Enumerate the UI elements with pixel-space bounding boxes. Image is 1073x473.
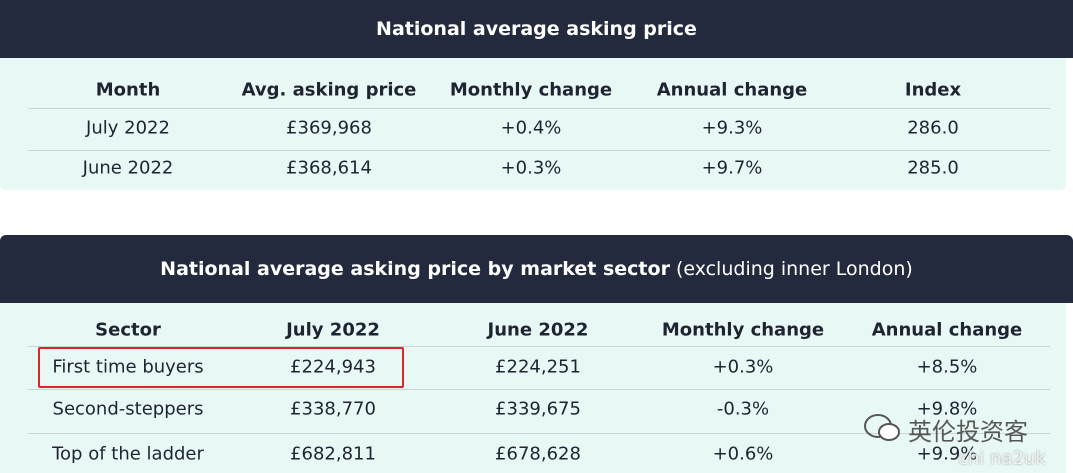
row-separator xyxy=(28,433,1050,434)
row-separator xyxy=(28,346,1050,347)
column-header: Avg. asking price xyxy=(241,79,417,101)
table-cell: July 2022 xyxy=(86,117,170,139)
table-cell: £682,811 xyxy=(290,443,376,465)
table-cell: £338,770 xyxy=(290,398,376,420)
table-cell: +9.3% xyxy=(701,117,763,139)
watermark: 英伦投资客 xyxy=(908,418,1028,446)
column-header: July 2022 xyxy=(286,319,380,341)
table-cell: June 2022 xyxy=(82,157,174,179)
table-cell: +9.8% xyxy=(916,398,978,420)
watermark-subtext: chi na2uk xyxy=(958,448,1046,469)
table-title: National average asking price xyxy=(376,18,697,40)
column-header: Annual change xyxy=(656,79,808,101)
table-cell: +8.5% xyxy=(916,356,978,378)
column-header: Monthly change xyxy=(661,319,825,341)
table-cell: 285.0 xyxy=(907,157,959,179)
table-body: Sector July 2022 June 2022 Monthly change An… xyxy=(0,303,1066,473)
column-header: Annual change xyxy=(871,319,1023,341)
table-header: National average asking price by market … xyxy=(0,235,1073,303)
table-cell: -0.3% xyxy=(716,398,770,420)
table-cell: £339,675 xyxy=(495,398,581,420)
table-body: Month Avg. asking price Monthly change Annu… xyxy=(0,58,1066,190)
table-cell: +9.9% xyxy=(916,443,978,465)
column-header: June 2022 xyxy=(487,319,589,341)
table-cell: First time buyers xyxy=(52,356,204,378)
column-header: Monthly change xyxy=(449,79,613,101)
table-title-note: (excluding inner London) xyxy=(675,258,913,280)
table-cell: +0.6% xyxy=(712,443,774,465)
table-cell: +0.3% xyxy=(500,157,562,179)
table-title: National average asking price by market … xyxy=(160,258,670,280)
table-cell: Second-steppers xyxy=(52,398,204,420)
table-cell: £368,614 xyxy=(286,157,372,179)
table-cell: £224,251 xyxy=(495,356,581,378)
column-header: Month xyxy=(95,79,161,101)
table-cell: +0.3% xyxy=(712,356,774,378)
table-cell: 286.0 xyxy=(907,117,959,139)
table-cell: Top of the ladder xyxy=(52,443,204,465)
table-cell: +0.4% xyxy=(500,117,562,139)
watermark-icon xyxy=(864,414,900,441)
table-cell: £369,968 xyxy=(286,117,372,139)
table-cell: £224,943 xyxy=(290,356,376,378)
row-separator xyxy=(28,389,1050,390)
row-separator xyxy=(28,108,1050,109)
table-cell: +9.7% xyxy=(701,157,763,179)
highlight-box xyxy=(38,347,404,388)
column-header: Sector xyxy=(95,319,161,341)
column-header: Index xyxy=(904,79,962,101)
row-separator xyxy=(28,150,1050,151)
table-header: National average asking price xyxy=(0,0,1073,58)
table-cell: £678,628 xyxy=(495,443,581,465)
